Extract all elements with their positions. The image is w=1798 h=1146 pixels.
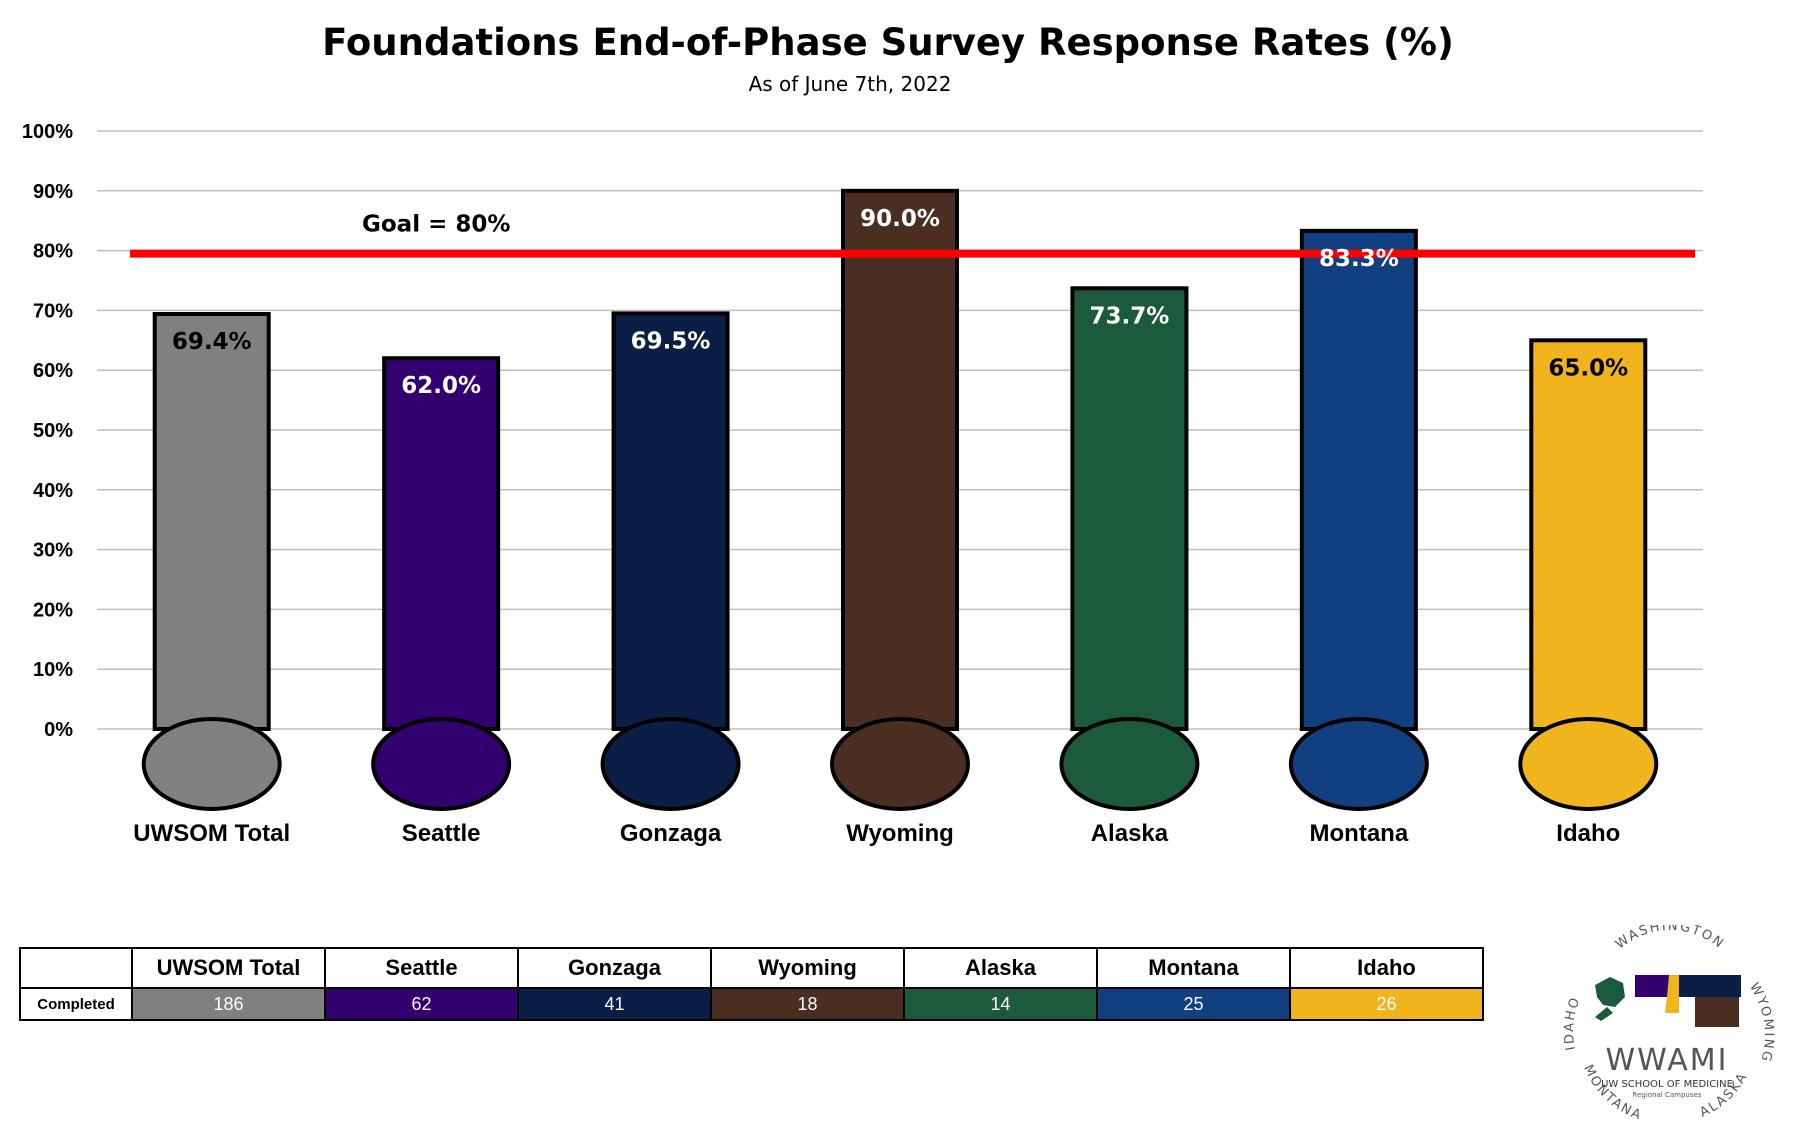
y-tick-label: 90%	[33, 181, 73, 203]
y-tick-label: 50%	[33, 420, 73, 442]
data-label: 90.0%	[860, 206, 940, 232]
table-header-cell: Idaho	[1289, 947, 1484, 989]
y-tick-label: 70%	[33, 300, 73, 322]
y-tick-label: 40%	[33, 480, 73, 502]
goal-line-group: Goal = 80%	[130, 212, 1695, 258]
category-label: Montana	[1310, 820, 1409, 847]
category-label: UWSOM Total	[133, 820, 290, 847]
table-header-cell: Montana	[1096, 947, 1291, 989]
table-header-cell: Wyoming	[710, 947, 905, 989]
table-header-row: UWSOM Total Seattle Gonzaga Wyoming Alas…	[19, 947, 1484, 989]
y-tick-label: 10%	[33, 659, 73, 681]
bar-bulb	[141, 717, 282, 811]
table-cell: 41	[517, 987, 712, 1021]
chart-subtitle: As of June 7th, 2022	[749, 72, 952, 96]
table-row: Completed 186 62 41 18 14 25 26	[19, 987, 1484, 1021]
logo-wordmark: WWAMI	[1606, 1043, 1729, 1078]
table-header-cell: Seattle	[324, 947, 519, 989]
goal-label: Goal = 80%	[362, 212, 510, 238]
logo-ring-washington: WASHINGTON	[1613, 925, 1727, 952]
bar	[841, 188, 959, 732]
table-header-cell: UWSOM Total	[131, 947, 326, 989]
category-label: Idaho	[1556, 820, 1620, 847]
logo-ring-wyoming: WYOMING	[1746, 980, 1776, 1064]
table-cell: 62	[324, 987, 519, 1021]
y-tick-label: 20%	[33, 599, 73, 621]
table-header-cell: Gonzaga	[517, 947, 712, 989]
wwami-map-icon	[1595, 975, 1741, 1027]
category-labels: UWSOM Total Seattle Gonzaga Wyoming Alaska Mo…	[133, 820, 1620, 847]
bar	[1299, 228, 1418, 731]
bars	[141, 188, 1659, 811]
bar	[611, 311, 730, 731]
category-label: Alaska	[1091, 820, 1169, 847]
table-corner-cell	[19, 947, 133, 989]
table-header-cell: Alaska	[903, 947, 1098, 989]
data-labels: 69.4% 62.0% 69.5% 90.0% 73.7% 83.3% 65.0%	[172, 206, 1628, 399]
category-label: Seattle	[402, 820, 481, 847]
wwami-logo: WASHINGTON WYOMING IDAHO MONTANA ALASKA …	[1562, 925, 1776, 1124]
bar	[152, 311, 271, 731]
table-cell: 18	[710, 987, 905, 1021]
bar	[382, 356, 501, 731]
bar	[1529, 338, 1648, 731]
table-cell: 26	[1289, 987, 1484, 1021]
y-axis-tick-labels: 0% 10% 20% 30% 40% 50% 60% 70% 80% 90% 100%	[22, 121, 73, 741]
data-label: 69.5%	[631, 328, 711, 354]
completed-table: UWSOM Total Seattle Gonzaga Wyoming Alas…	[19, 947, 1484, 1021]
bar-bulb	[371, 717, 512, 811]
y-tick-label: 100%	[22, 121, 73, 143]
bar-bulb	[600, 717, 741, 811]
bar	[1070, 286, 1189, 731]
data-label: 69.4%	[172, 329, 252, 355]
table-cell: 25	[1096, 987, 1291, 1021]
table-cell: 186	[131, 987, 326, 1021]
category-label: Wyoming	[846, 820, 954, 847]
logo-subtitle-2: Regional Campuses	[1633, 1091, 1702, 1099]
category-label: Gonzaga	[620, 820, 722, 847]
table-cell: 14	[903, 987, 1098, 1021]
y-tick-label: 30%	[33, 540, 73, 562]
chart-title: Foundations End-of-Phase Survey Response…	[322, 21, 1454, 64]
table-row-label: Completed	[19, 987, 133, 1021]
bar-bulb	[1518, 717, 1659, 811]
logo-subtitle: UW SCHOOL OF MEDICINE	[1601, 1079, 1733, 1090]
data-label: 62.0%	[401, 373, 481, 399]
bar-bulb	[1288, 717, 1429, 811]
y-tick-label: 60%	[33, 360, 73, 382]
y-tick-label: 80%	[33, 241, 73, 263]
data-label: 83.3%	[1319, 246, 1399, 272]
logo-ring-idaho: IDAHO	[1562, 994, 1584, 1051]
bar-bulb	[1059, 717, 1200, 811]
bar-bulb	[830, 717, 970, 811]
y-tick-label: 0%	[44, 719, 73, 741]
data-label: 65.0%	[1548, 355, 1628, 381]
response-rate-chart: Foundations End-of-Phase Survey Response…	[22, 21, 1703, 847]
data-label: 73.7%	[1090, 303, 1170, 329]
